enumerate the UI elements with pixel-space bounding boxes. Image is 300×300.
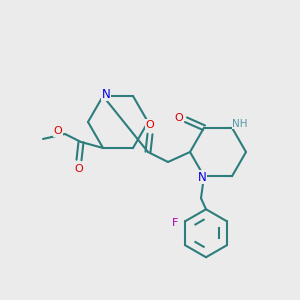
Text: O: O: [175, 113, 183, 123]
Text: O: O: [75, 164, 83, 174]
Text: O: O: [146, 120, 154, 130]
Text: NH: NH: [232, 119, 248, 129]
Text: O: O: [54, 126, 62, 136]
Text: F: F: [172, 218, 178, 228]
Text: N: N: [198, 171, 206, 184]
Text: N: N: [102, 88, 110, 100]
